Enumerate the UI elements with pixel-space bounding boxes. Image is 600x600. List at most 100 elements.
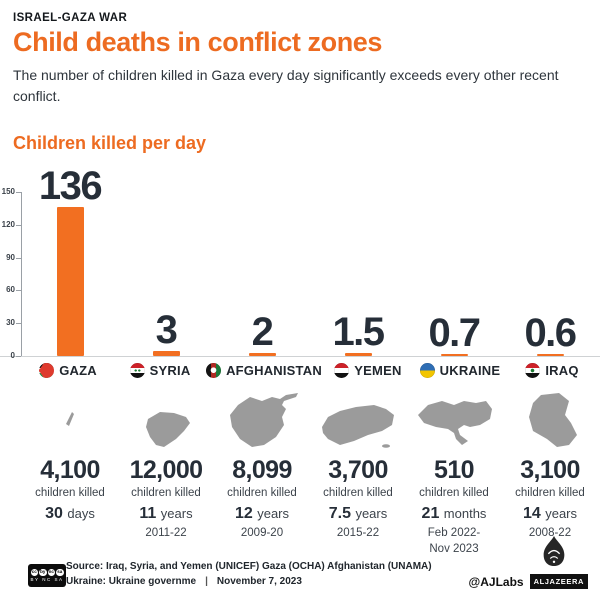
afghanistan-flag-icon xyxy=(206,363,222,378)
bar-value-iraq: 0.6 xyxy=(524,310,577,355)
bar-column-yemen: 1.5 xyxy=(310,156,406,356)
bar-column-iraq: 0.6 xyxy=(502,156,598,356)
y-axis-tick-label: 60 xyxy=(6,285,15,295)
iraq-flag-icon xyxy=(525,363,541,378)
duration-unit: years xyxy=(355,506,388,521)
period-line1: 2008-22 xyxy=(528,527,572,539)
killed-count: 3,100 xyxy=(520,456,580,484)
killed-count: 12,000 xyxy=(129,456,203,484)
bar-column-syria: 3 xyxy=(118,156,214,356)
stat-yemen: 3,700 children killed 7.5 years 2015-22 xyxy=(310,456,406,557)
country-maps-row xyxy=(22,385,598,451)
subtitle: The number of children killed in Gaza ev… xyxy=(13,67,559,104)
cc-nc-icon: nc xyxy=(47,568,55,577)
period: 2009-20 xyxy=(214,526,310,542)
duration: 11 years xyxy=(118,505,214,523)
bar-column-ukraine: 0.7 xyxy=(406,156,502,356)
duration-unit: days xyxy=(67,506,95,521)
cc-sa-icon: sa xyxy=(56,568,64,577)
bar-columns: 136 3 2 1.5 0.7 0.6 xyxy=(22,156,598,356)
y-axis-tick-mark xyxy=(16,323,21,325)
killed-count: 510 xyxy=(434,456,475,484)
duration-value: 12 xyxy=(234,505,253,522)
country-name: UKRAINE xyxy=(439,363,501,378)
ukraine-map xyxy=(418,401,492,445)
duration-unit: years xyxy=(160,506,193,521)
duration-value: 7.5 xyxy=(328,505,351,522)
killed-caption: children killed xyxy=(227,487,297,499)
gaza-map xyxy=(66,412,74,426)
country-label-iraq: IRAQ xyxy=(506,356,598,385)
duration-unit: months xyxy=(443,506,487,521)
cc-icon: cc xyxy=(30,568,38,577)
brand-block: @AJLabs ALJAZEERA xyxy=(469,535,588,589)
duration-value: 14 xyxy=(522,505,541,522)
period: 2011-22 xyxy=(118,526,214,542)
page-title: Child deaths in conflict zones xyxy=(13,27,383,57)
cc-icons: cc by nc sa xyxy=(30,568,64,577)
cc-license-badge: cc by nc sa BY NC SA xyxy=(28,564,66,587)
y-axis-tick-label: 120 xyxy=(1,219,15,229)
stat-iraq: 3,100 children killed 14 years 2008-22 xyxy=(502,456,598,557)
killed-caption: children killed xyxy=(419,487,489,499)
killed-caption: children killed xyxy=(35,487,105,499)
source-line1: Source: Iraq, Syria, and Yemen (UNICEF) … xyxy=(66,561,432,572)
bar-value-yemen: 1.5 xyxy=(332,310,385,355)
yemen-map-box xyxy=(310,385,406,451)
ukraine-flag-icon xyxy=(419,363,435,378)
period-line1: 2009-20 xyxy=(240,527,284,539)
y-axis-tick-mark xyxy=(16,257,21,259)
duration-value: 11 xyxy=(139,505,157,522)
bar-yemen xyxy=(344,353,372,356)
footer: cc by nc sa BY NC SA Source: Iraq, Syria… xyxy=(0,535,600,594)
syria-map xyxy=(146,412,190,447)
afghanistan-map-box xyxy=(214,385,310,451)
publish-date: November 7, 2023 xyxy=(216,576,302,587)
country-name: AFGHANISTAN xyxy=(226,363,322,378)
y-axis-tick-mark xyxy=(16,192,21,193)
ajlabs-credit: @AJLabs xyxy=(468,574,524,589)
stat-ukraine: 510 children killed 21 months Feb 2022- … xyxy=(406,456,502,557)
period: Feb 2022- Nov 2023 xyxy=(406,526,502,557)
period-line2: Nov 2023 xyxy=(429,542,479,555)
period-line1: 2011-22 xyxy=(145,527,187,539)
country-label-syria: SYRIA xyxy=(114,356,206,385)
killed-caption: children killed xyxy=(515,487,585,499)
bar-value-ukraine: 0.7 xyxy=(428,310,481,355)
country-name: IRAQ xyxy=(545,363,579,378)
y-axis-tick-mark xyxy=(16,224,21,226)
country-label-gaza: GAZA xyxy=(22,356,114,385)
iraq-map-box xyxy=(502,385,598,451)
cc-terms-label: BY NC SA xyxy=(30,577,64,583)
killed-count: 8,099 xyxy=(232,456,292,484)
source-block: Source: Iraq, Syria, and Yemen (UNICEF) … xyxy=(66,559,432,589)
source-ukraine: Ukraine: Ukraine governme xyxy=(66,576,197,587)
duration-unit: years xyxy=(545,506,578,521)
country-labels-row: GAZA SYRIA AFGHANISTAN YEMEN UKRAINE IRA… xyxy=(22,356,598,385)
bar-iraq xyxy=(536,353,564,356)
country-name: YEMEN xyxy=(354,363,402,378)
bar-syria xyxy=(152,350,180,356)
killed-count: 4,100 xyxy=(40,456,100,484)
source-separator: | xyxy=(205,576,208,587)
palestine-flag-icon xyxy=(39,363,55,378)
y-axis-tick-label: 150 xyxy=(1,187,15,196)
header: ISRAEL-GAZA WAR Child deaths in conflict… xyxy=(0,0,600,107)
chart-title: Children killed per day xyxy=(13,133,207,153)
bar-value-afghanistan: 2 xyxy=(251,309,274,354)
duration: 21 months xyxy=(406,505,502,523)
stats-row: 4,100 children killed 30 days 12,000 chi… xyxy=(22,456,598,557)
duration-value: 30 xyxy=(45,505,63,522)
bar-ukraine xyxy=(440,353,468,356)
stat-afghanistan: 8,099 children killed 12 years 2009-20 xyxy=(214,456,310,557)
period: 2015-22 xyxy=(310,526,406,542)
y-axis-line xyxy=(21,192,22,356)
duration: 30 days xyxy=(22,505,118,523)
duration: 7.5 years xyxy=(310,505,406,523)
ukraine-map-box xyxy=(406,385,502,451)
bar-chart: 136 3 2 1.5 0.7 0.6 0 30 60 90 120 150 xyxy=(0,156,600,360)
brand-row: @AJLabs ALJAZEERA xyxy=(469,574,588,589)
bar-value-syria: 3 xyxy=(155,307,178,352)
aljazeera-wordmark: ALJAZEERA xyxy=(529,574,588,589)
y-axis-tick-label: 30 xyxy=(6,318,15,328)
